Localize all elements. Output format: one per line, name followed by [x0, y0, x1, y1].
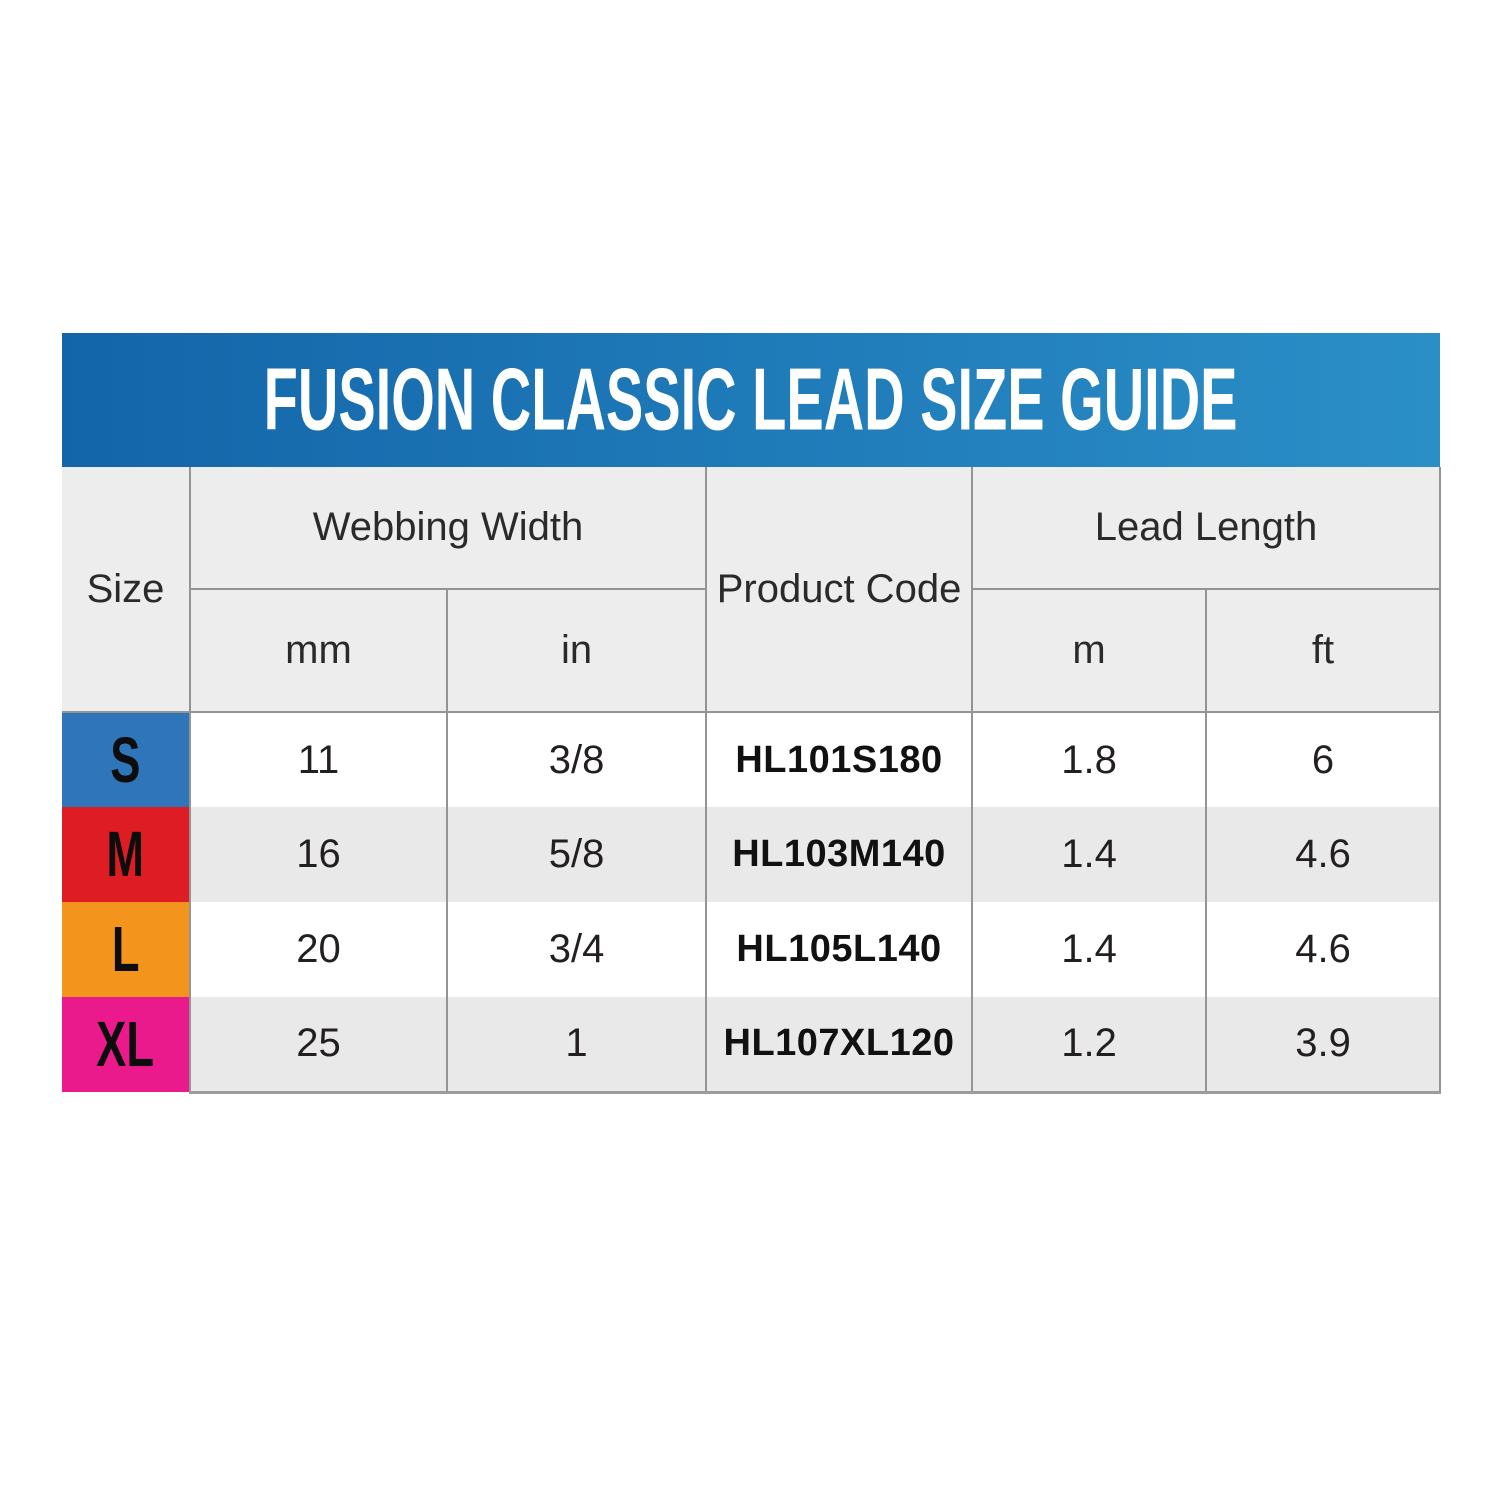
cell-s-product-code: HL101S180 — [705, 712, 974, 807]
cell-m-webbing-mm: 16 — [189, 807, 448, 902]
cell-xl-webbing-in: 1 — [445, 997, 708, 1094]
size-guide: FUSION CLASSIC LEAD SIZE GUIDE Size Webb… — [62, 333, 1442, 1094]
column-header-ft: ft — [1205, 589, 1442, 713]
table-row-l: L 20 3/4 HL105L140 1.4 4.6 — [62, 902, 1442, 997]
size-badge-s: S — [62, 712, 191, 807]
cell-xl-product-code: HL107XL120 — [705, 997, 974, 1094]
cell-l-product-code: HL105L140 — [705, 902, 974, 997]
cell-s-length-m: 1.8 — [971, 712, 1208, 807]
cell-l-length-ft: 4.6 — [1205, 902, 1442, 997]
column-header-size: Size — [62, 467, 191, 713]
header-group-row: Size Webbing Width Product Code Lead Len… — [62, 467, 1442, 713]
column-header-in: in — [445, 589, 708, 713]
size-badge-m: M — [62, 807, 191, 902]
size-badge-m-label: M — [106, 818, 145, 891]
size-badge-xl-label: XL — [96, 1008, 155, 1081]
title-banner: FUSION CLASSIC LEAD SIZE GUIDE — [62, 333, 1440, 467]
size-badge-xl: XL — [62, 997, 191, 1092]
cell-xl-length-m: 1.2 — [971, 997, 1208, 1094]
cell-m-length-ft: 4.6 — [1205, 807, 1442, 902]
cell-xl-webbing-mm: 25 — [189, 997, 448, 1094]
size-badge-s-label: S — [110, 724, 141, 796]
size-badge-l: L — [62, 902, 191, 997]
table-body: S 11 3/8 HL101S180 1.8 6 M 16 5/8 HL103M… — [62, 712, 1442, 1094]
cell-m-webbing-in: 5/8 — [445, 807, 708, 902]
cell-m-length-m: 1.4 — [971, 807, 1208, 902]
cell-m-product-code: HL103M140 — [705, 807, 974, 902]
size-guide-table: Size Webbing Width Product Code Lead Len… — [62, 467, 1442, 1094]
table-row-m: M 16 5/8 HL103M140 1.4 4.6 — [62, 807, 1442, 902]
cell-xl-length-ft: 3.9 — [1205, 997, 1442, 1094]
column-header-webbing-width: Webbing Width — [188, 467, 708, 590]
column-header-m: m — [971, 589, 1208, 713]
cell-s-length-ft: 6 — [1205, 712, 1442, 807]
cell-s-webbing-mm: 11 — [189, 712, 448, 807]
table-row-s: S 11 3/8 HL101S180 1.8 6 — [62, 712, 1442, 807]
cell-l-webbing-mm: 20 — [189, 902, 448, 997]
size-badge-l-label: L — [111, 913, 140, 986]
cell-l-length-m: 1.4 — [971, 902, 1208, 997]
column-header-product-code: Product Code — [705, 467, 974, 713]
column-header-lead-length: Lead Length — [971, 467, 1442, 590]
guide-title: FUSION CLASSIC LEAD SIZE GUIDE — [264, 350, 1238, 449]
table-header: Size Webbing Width Product Code Lead Len… — [62, 467, 1442, 713]
table-row-xl: XL 25 1 HL107XL120 1.2 3.9 — [62, 997, 1442, 1094]
cell-l-webbing-in: 3/4 — [445, 902, 708, 997]
cell-s-webbing-in: 3/8 — [445, 712, 708, 807]
column-header-mm: mm — [190, 589, 448, 713]
header-unit-row: mm in m ft — [62, 589, 1442, 713]
